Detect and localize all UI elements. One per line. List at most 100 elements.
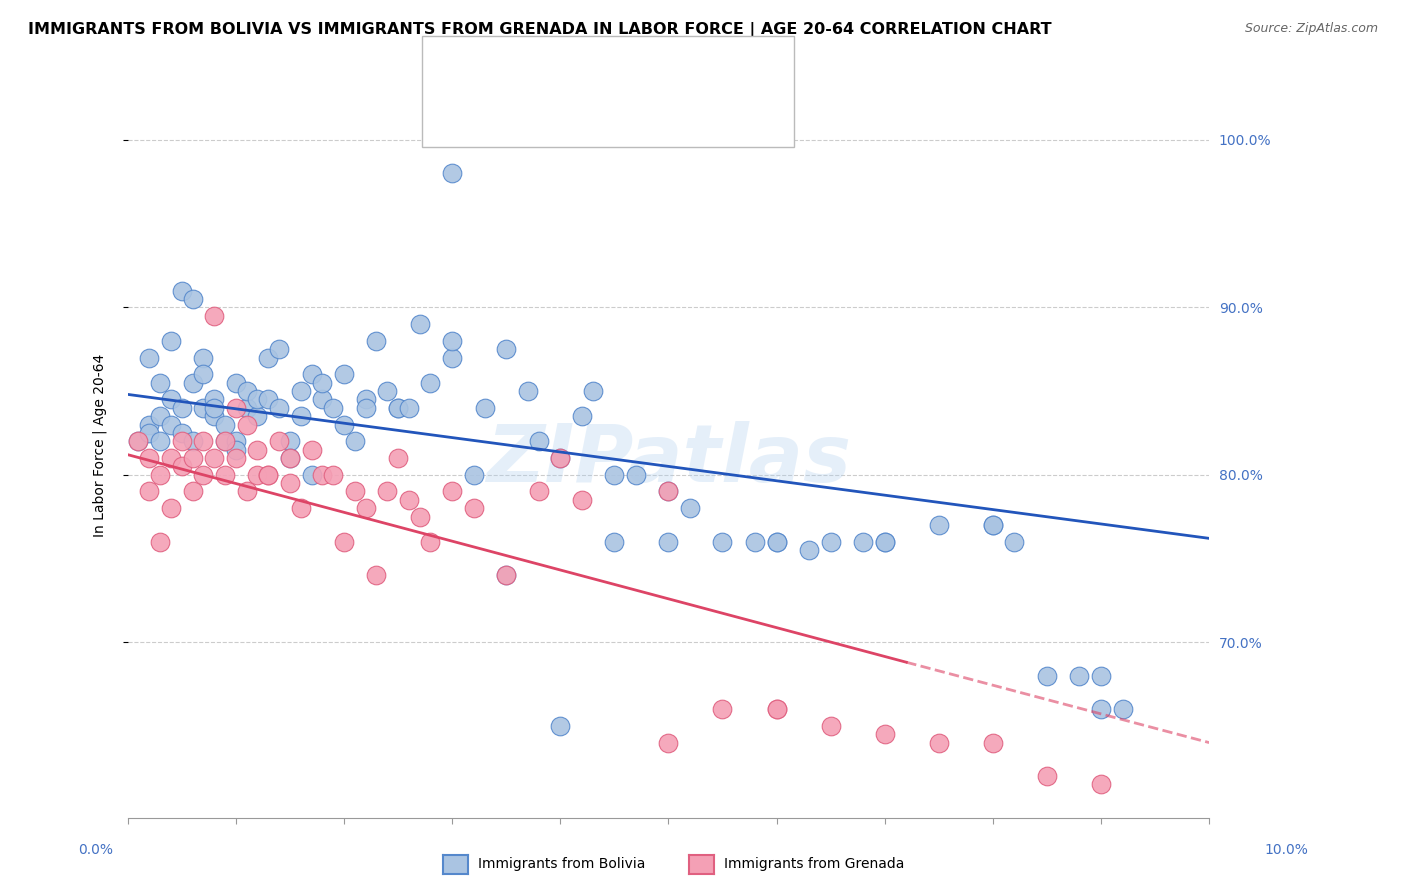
Point (387, 401, 409, 415)
Point (202, 309, 225, 323)
Point (257, 392, 280, 407)
Point (852, 534, 875, 549)
Point (548, 719, 571, 733)
Point (797, 543, 820, 558)
Point (127, 434, 149, 449)
Point (149, 376, 172, 390)
Point (603, 467, 626, 482)
Point (290, 409, 312, 424)
Point (301, 368, 323, 382)
Point (214, 417, 236, 432)
Point (181, 292, 204, 306)
Point (278, 450, 301, 465)
Point (820, 719, 842, 733)
Point (246, 442, 269, 457)
Point (765, 534, 787, 549)
Point (744, 534, 766, 549)
Point (548, 450, 571, 465)
Point (981, 518, 1004, 533)
Point (1090, 668, 1112, 682)
Point (571, 409, 593, 424)
Point (1036, 769, 1059, 783)
Point (193, 467, 215, 482)
Point (170, 284, 193, 298)
Point (441, 166, 464, 180)
Point (375, 484, 398, 499)
Point (278, 476, 301, 491)
Point (441, 334, 464, 348)
Point (235, 484, 257, 499)
Point (214, 434, 236, 449)
Point (1111, 702, 1133, 716)
Point (193, 434, 215, 449)
Point (235, 417, 257, 432)
Text: R =: R = (479, 103, 513, 118)
Point (765, 534, 787, 549)
Point (765, 702, 787, 716)
Point (333, 534, 356, 549)
Point (657, 484, 679, 499)
Point (181, 434, 204, 449)
Point (267, 434, 290, 449)
Point (160, 450, 183, 465)
Text: N =: N = (583, 103, 617, 118)
Point (387, 450, 409, 465)
Point (387, 401, 409, 415)
Point (582, 384, 605, 398)
Point (441, 484, 464, 499)
Point (571, 492, 593, 507)
Point (235, 401, 257, 415)
Text: N =: N = (583, 59, 617, 73)
Point (290, 501, 312, 516)
Point (1036, 668, 1059, 682)
Point (343, 434, 366, 449)
Point (474, 401, 496, 415)
Point (246, 409, 269, 424)
Text: IMMIGRANTS FROM BOLIVIA VS IMMIGRANTS FROM GRENADA IN LABOR FORCE | AGE 20-64 CO: IMMIGRANTS FROM BOLIVIA VS IMMIGRANTS FR… (28, 22, 1052, 38)
Point (419, 534, 441, 549)
Point (527, 434, 550, 449)
Point (257, 467, 280, 482)
Point (127, 434, 149, 449)
Point (278, 434, 301, 449)
Point (711, 702, 734, 716)
Point (527, 484, 550, 499)
Point (138, 351, 160, 365)
Point (202, 401, 225, 415)
Point (657, 534, 679, 549)
Point (311, 392, 333, 407)
Point (170, 425, 193, 440)
Point (160, 392, 183, 407)
Text: Source: ZipAtlas.com: Source: ZipAtlas.com (1244, 22, 1378, 36)
Point (495, 568, 517, 582)
Point (225, 401, 247, 415)
Point (181, 484, 204, 499)
Point (679, 501, 702, 516)
Point (873, 534, 896, 549)
Point (246, 392, 269, 407)
Point (1069, 668, 1091, 682)
Point (149, 467, 172, 482)
Point (354, 501, 377, 516)
Text: -0.302: -0.302 (517, 59, 572, 73)
Point (160, 334, 183, 348)
Point (267, 342, 290, 356)
Point (202, 450, 225, 465)
Point (928, 518, 950, 533)
Point (138, 417, 160, 432)
Point (267, 401, 290, 415)
Point (322, 467, 344, 482)
Point (202, 392, 225, 407)
Point (516, 384, 538, 398)
Text: Immigrants from Grenada: Immigrants from Grenada (724, 857, 904, 871)
Point (170, 401, 193, 415)
Point (333, 368, 356, 382)
Point (419, 376, 441, 390)
Text: 10.0%: 10.0% (1264, 843, 1309, 857)
Text: 0.0%: 0.0% (79, 843, 112, 857)
Point (343, 484, 366, 499)
Point (160, 417, 183, 432)
Text: Immigrants from Bolivia: Immigrants from Bolivia (478, 857, 645, 871)
Point (463, 501, 485, 516)
Point (820, 534, 842, 549)
